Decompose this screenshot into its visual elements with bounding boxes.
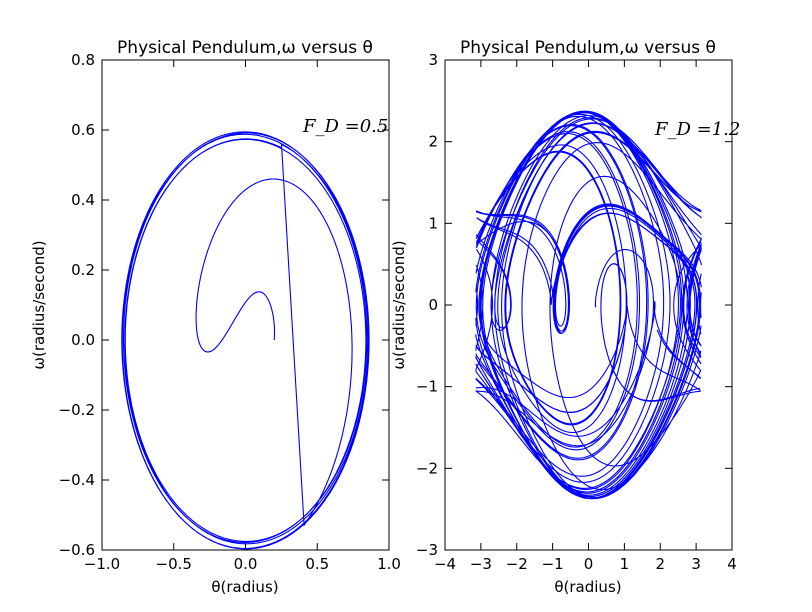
right-x-tick-label: 3 <box>691 555 701 573</box>
left-x-tick-label: 0.5 <box>305 555 329 573</box>
left-x-tick-label: 1.0 <box>377 555 401 573</box>
right-chart-title: Physical Pendulum,ω versus θ <box>460 38 716 58</box>
left-y-tick-label: 0.8 <box>71 51 95 69</box>
right-curve-layer <box>475 110 702 500</box>
right-y-tick-label: 1 <box>428 214 438 232</box>
left-y-tick-label: 0.0 <box>71 331 95 349</box>
left-y-tick-label: 0.6 <box>71 121 95 139</box>
left-x-tick-label: 0.0 <box>234 555 258 573</box>
left-x-axis-label: θ(radius) <box>211 578 278 596</box>
left-y-axis-label: ω(radius/second) <box>30 240 48 369</box>
left-x-tick-label: −1.0 <box>84 555 120 573</box>
right-y-tick-label: 2 <box>428 133 438 151</box>
left-plot-area <box>121 131 370 550</box>
right-x-tick-label: −4 <box>434 555 456 573</box>
left-curve-layer <box>121 131 370 550</box>
right-series-trajectory <box>475 110 702 500</box>
right-x-tick-label: −3 <box>470 555 492 573</box>
left-y-tick-label: 0.2 <box>71 261 95 279</box>
left-y-tick-label: −0.2 <box>59 401 95 419</box>
left-chart-title: Physical Pendulum,ω versus θ <box>117 38 373 58</box>
right-y-tick-label: −2 <box>416 459 438 477</box>
right-y-tick-label: −1 <box>416 378 438 396</box>
right-y-tick-label: 3 <box>428 51 438 69</box>
right-annotation-fd: F_D =1.2 <box>654 119 740 140</box>
right-x-tick-label: 0 <box>584 555 594 573</box>
left-chart-panel: −1.0 −0.5 0.0 0.5 1.0 −0.6 −0.4 −0.2 0.0 0.2 0.4 0.… <box>30 38 401 596</box>
right-x-tick-label: 2 <box>655 555 665 573</box>
left-y-tick-label: −0.6 <box>59 541 95 559</box>
right-y-tick-label: −3 <box>416 541 438 559</box>
right-x-tick-label: 4 <box>727 555 737 573</box>
right-x-tick-label: 1 <box>620 555 630 573</box>
left-series-trajectory <box>121 131 370 550</box>
right-x-axis-label: θ(radius) <box>554 578 621 596</box>
right-y-axis-label: ω(radius/second) <box>390 240 408 369</box>
left-annotation-fd: F_D =0.5 <box>302 116 388 137</box>
left-y-tick-label: 0.4 <box>71 191 95 209</box>
left-ticks: −1.0 −0.5 0.0 0.5 1.0 −0.6 −0.4 −0.2 0.0 0.2 0.4 0.… <box>59 51 401 573</box>
right-x-tick-label: −2 <box>506 555 528 573</box>
right-x-tick-label: −1 <box>542 555 564 573</box>
left-x-tick-label: −0.5 <box>156 555 192 573</box>
right-y-tick-label: 0 <box>428 296 438 314</box>
left-y-tick-label: −0.4 <box>59 471 95 489</box>
right-plot-area <box>475 110 702 500</box>
